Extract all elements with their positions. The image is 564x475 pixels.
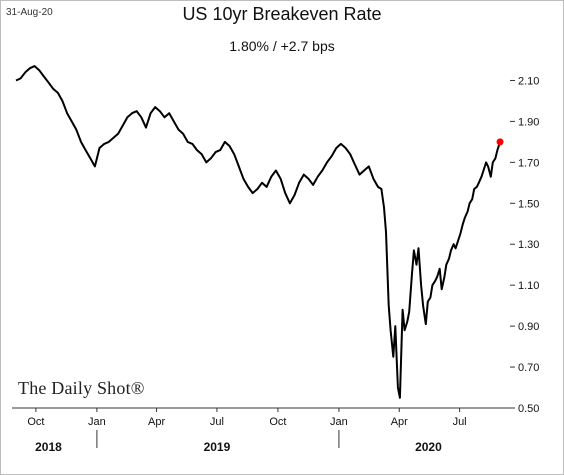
chart-title: US 10yr Breakeven Rate xyxy=(182,4,382,24)
y-tick-label: 1.90 xyxy=(518,116,539,128)
y-tick-label: 1.30 xyxy=(518,239,539,251)
brand-logo: The Daily Shot® xyxy=(18,378,145,398)
y-tick-label: 0.70 xyxy=(518,362,539,374)
x-tick-label: Jan xyxy=(88,416,106,428)
y-tick-label: 2.10 xyxy=(518,75,539,87)
series-group xyxy=(15,65,504,399)
date-stamp: 31-Aug-20 xyxy=(6,7,53,18)
y-tick-label: 1.70 xyxy=(518,157,539,169)
x-tick-label: Jan xyxy=(330,416,348,428)
year-label: 2018 xyxy=(35,440,62,454)
chart-subtitle: 1.80% / +2.7 bps xyxy=(229,38,335,54)
x-tick-label: Oct xyxy=(27,416,44,428)
year-label: 2020 xyxy=(415,440,442,454)
x-tick-label: Jul xyxy=(453,416,467,428)
y-tick-label: 0.50 xyxy=(518,403,539,415)
x-tick-label: Apr xyxy=(148,416,165,428)
x-tick-label: Jul xyxy=(210,416,224,428)
y-tick-label: 1.50 xyxy=(518,198,539,210)
axes: 0.50 0.70 0.90 1.10 1.30 1.50 1.70 1.90 2.10 Oct J… xyxy=(12,75,539,454)
series-line xyxy=(15,65,502,399)
y-tick-label: 1.10 xyxy=(518,280,539,292)
year-label: 2019 xyxy=(204,440,231,454)
x-tick-label: Oct xyxy=(269,416,286,428)
x-tick-label: Apr xyxy=(391,416,408,428)
last-point-marker xyxy=(496,138,504,146)
y-tick-label: 0.90 xyxy=(518,321,539,333)
